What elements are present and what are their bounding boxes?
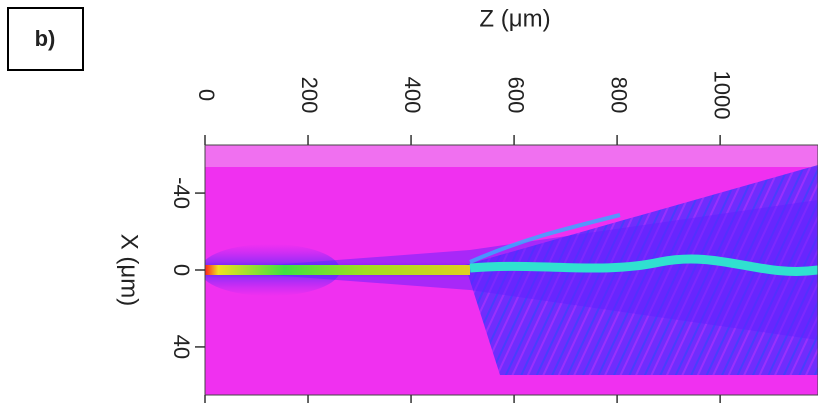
y-axis-label: X (μm) [116,234,143,306]
field-image [200,145,818,395]
y-tick-label: 40 [169,335,194,359]
x-tick-label: 0 [194,89,219,101]
panel-label: b) [35,26,56,51]
x-tick-label: 800 [606,77,631,114]
x-tick-label: 600 [503,77,528,114]
x-tick-label: 200 [297,77,322,114]
x-axis-label: Z (μm) [479,5,550,32]
figure: b) Z (μm) X (μm) 0 200 400 600 800 1000 -40 0 40 [0,0,818,405]
x-tick-label: 1000 [709,71,734,120]
x-tick-label: 400 [400,77,425,114]
y-tick-label: 0 [169,264,194,276]
y-tick-label: -40 [169,177,194,209]
